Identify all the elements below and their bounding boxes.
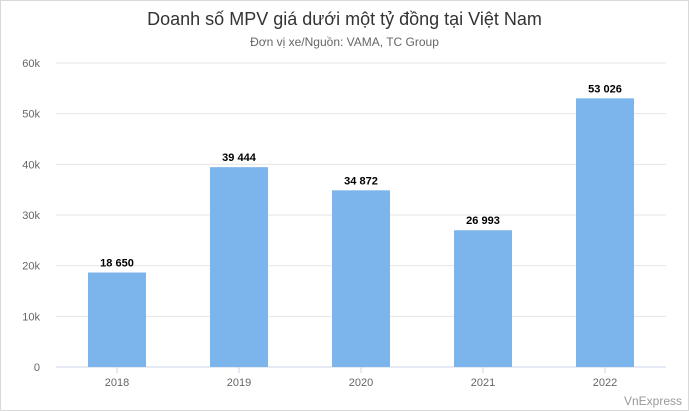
bar bbox=[332, 190, 390, 367]
bar bbox=[210, 167, 268, 367]
data-label: 26 993 bbox=[466, 215, 500, 227]
chart-title: Doanh số MPV giá dưới một tỷ đồng tại Vi… bbox=[147, 9, 542, 29]
bar bbox=[88, 272, 146, 367]
data-label: 34 872 bbox=[344, 175, 378, 187]
x-tick-label: 2018 bbox=[105, 377, 129, 389]
y-tick-label: 30k bbox=[22, 210, 40, 222]
bar bbox=[454, 230, 512, 367]
x-tick-label: 2022 bbox=[593, 377, 617, 389]
y-tick-label: 10k bbox=[22, 311, 40, 323]
chart-subtitle: Đơn vị xe/Nguồn: VAMA, TC Group bbox=[250, 35, 439, 49]
credit-label[interactable]: VnExpress bbox=[623, 394, 682, 408]
data-label: 53 026 bbox=[588, 83, 622, 95]
y-tick-label: 20k bbox=[22, 261, 40, 273]
x-tick-label: 2019 bbox=[227, 377, 251, 389]
x-tick-label: 2021 bbox=[471, 377, 495, 389]
y-tick-label: 60k bbox=[22, 58, 40, 70]
y-tick-label: 0 bbox=[34, 362, 40, 374]
y-tick-label: 40k bbox=[22, 159, 40, 171]
data-label: 18 650 bbox=[100, 258, 134, 270]
bar bbox=[576, 98, 634, 367]
x-tick-label: 2020 bbox=[349, 377, 373, 389]
y-tick-label: 50k bbox=[22, 109, 40, 121]
data-label: 39 444 bbox=[222, 152, 257, 164]
